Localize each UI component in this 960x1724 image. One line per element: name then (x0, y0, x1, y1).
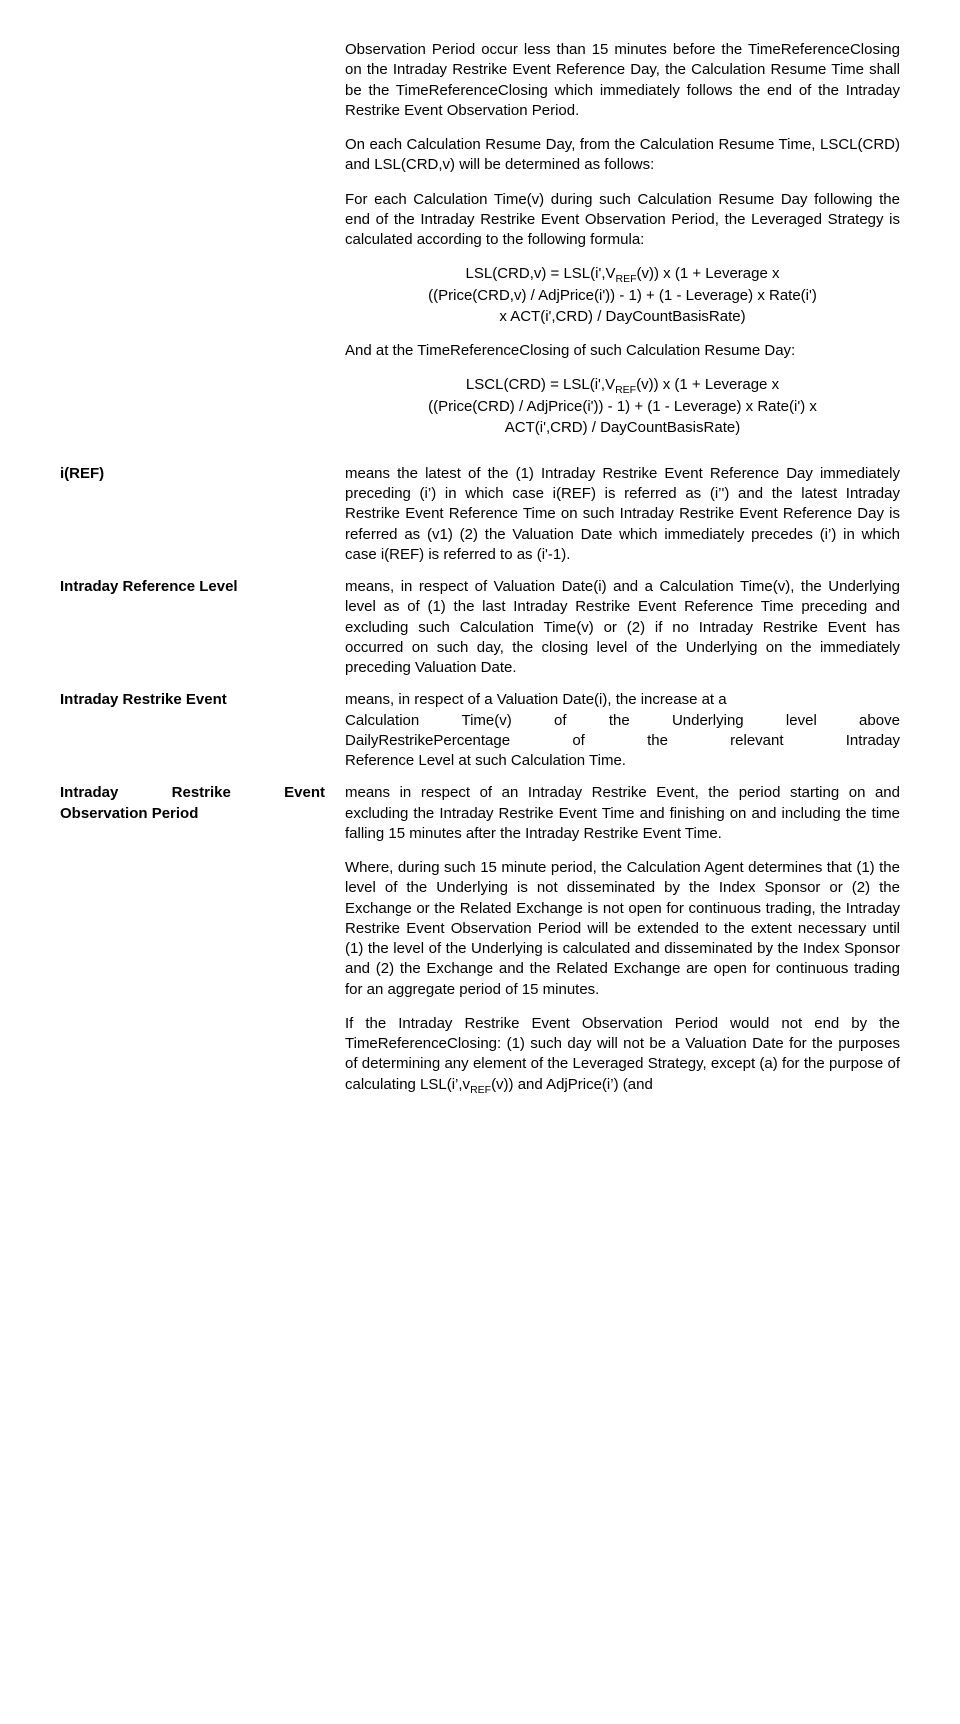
formula-1a-sub: REF (616, 273, 637, 285)
ireop-term: Intraday Restrike Event Observation Peri… (60, 783, 325, 1096)
ire-l2b: Time(v) (461, 711, 511, 731)
ire-def: means, in respect of a Valuation Date(i)… (345, 690, 900, 771)
formula-1a: LSL(CRD,v) = LSL(i',V (466, 265, 616, 282)
ireop-p3: If the Intraday Restrike Event Observati… (345, 1014, 900, 1097)
ire-l3d: relevant (730, 731, 783, 751)
formula-1b: ((Price(CRD,v) / AdjPrice(i')) - 1) + (1… (428, 287, 817, 304)
ire-l2g: above (859, 711, 900, 731)
ire-l3c: the (647, 731, 668, 751)
ireop-term-b: Restrike (172, 783, 231, 803)
formula-2a-sub: REF (615, 384, 636, 396)
irl-def-col: means, in respect of Valuation Date(i) a… (345, 577, 900, 678)
iref-def: means the latest of the (1) Intraday Res… (345, 464, 900, 565)
ire-row: Intraday Restrike Event means, in respec… (60, 690, 900, 771)
irl-def: means, in respect of Valuation Date(i) a… (345, 577, 900, 678)
iref-term: i(REF) (60, 464, 325, 565)
ireop-term-2: Observation Period (60, 804, 325, 824)
ire-l4: Reference Level at such Calculation Time… (345, 752, 626, 769)
ireop-p3-tail: (v)) and AdjPrice(i’) (and (491, 1076, 653, 1093)
ireop-term-a: Intraday (60, 783, 118, 803)
formula-2a-tail: (v)) x (1 + Leverage x (636, 376, 779, 393)
formula-2: LSCL(CRD) = LSL(i',VREF(v)) x (1 + Lever… (345, 375, 900, 438)
ireop-p3-sub: REF (470, 1084, 491, 1096)
ire-l2c: of (554, 711, 567, 731)
formula-2b: ((Price(CRD) / AdjPrice(i')) - 1) + (1 -… (428, 398, 817, 415)
intro-def: Observation Period occur less than 15 mi… (345, 40, 900, 452)
intro-term-empty (60, 40, 325, 452)
intro-p1: Observation Period occur less than 15 mi… (345, 40, 900, 121)
ireop-p1: means in respect of an Intraday Restrike… (345, 783, 900, 844)
formula-1c: x ACT(i',CRD) / DayCountBasisRate) (499, 308, 745, 325)
ire-l3a: DailyRestrikePercentage (345, 731, 510, 751)
ire-l2d: the (609, 711, 630, 731)
ire-l2e: Underlying (672, 711, 744, 731)
irl-term: Intraday Reference Level (60, 577, 325, 678)
ire-def-col: means, in respect of a Valuation Date(i)… (345, 690, 900, 771)
formula-1a-tail: (v)) x (1 + Leverage x (637, 265, 780, 282)
iref-row: i(REF) means the latest of the (1) Intra… (60, 464, 900, 565)
ire-l1: means, in respect of a Valuation Date(i)… (345, 691, 727, 708)
formula-2c: ACT(i',CRD) / DayCountBasisRate) (505, 419, 740, 436)
ireop-row: Intraday Restrike Event Observation Peri… (60, 783, 900, 1096)
intro-p2: On each Calculation Resume Day, from the… (345, 135, 900, 176)
intro-p3: For each Calculation Time(v) during such… (345, 190, 900, 251)
ire-l3e: Intraday (846, 731, 900, 751)
ireop-def-col: means in respect of an Intraday Restrike… (345, 783, 900, 1096)
ireop-p2: Where, during such 15 minute period, the… (345, 858, 900, 1000)
iref-def-col: means the latest of the (1) Intraday Res… (345, 464, 900, 565)
irl-row: Intraday Reference Level means, in respe… (60, 577, 900, 678)
ireop-term-c: Event (284, 783, 325, 803)
intro-p4: And at the TimeReferenceClosing of such … (345, 341, 900, 361)
ire-l3b: of (572, 731, 585, 751)
ire-term: Intraday Restrike Event (60, 690, 325, 771)
formula-2a: LSCL(CRD) = LSL(i',V (466, 376, 615, 393)
formula-1: LSL(CRD,v) = LSL(i',VREF(v)) x (1 + Leve… (345, 264, 900, 327)
intro-block: Observation Period occur less than 15 mi… (60, 40, 900, 452)
ire-l2a: Calculation (345, 711, 419, 731)
ire-l2f: level (786, 711, 817, 731)
